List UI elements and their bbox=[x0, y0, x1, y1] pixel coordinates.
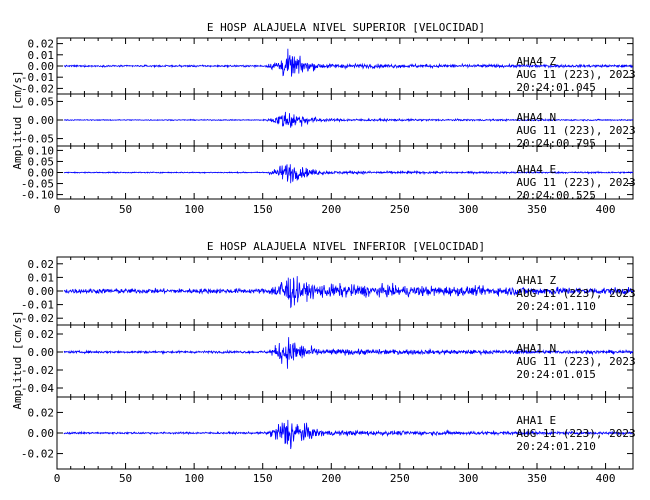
y-tick-label: 0.02 bbox=[28, 258, 55, 271]
y-tick-label: -0.02 bbox=[21, 82, 54, 95]
x-tick-label: 200 bbox=[321, 472, 341, 485]
x-tick-label: 0 bbox=[54, 203, 61, 216]
record-time-label: 20:24:00.525 bbox=[516, 189, 595, 202]
y-tick-label: 0.05 bbox=[28, 95, 55, 108]
y-tick-label: 0.05 bbox=[28, 155, 55, 168]
y-tick-label: -0.02 bbox=[21, 448, 54, 461]
station-component-label: AHA1 N bbox=[516, 342, 556, 355]
x-tick-label: 150 bbox=[253, 203, 273, 216]
x-tick-label: 200 bbox=[321, 203, 341, 216]
station-component-label: AHA1 Z bbox=[516, 274, 556, 287]
record-date-label: AUG 11 (223), 2023 bbox=[516, 287, 635, 300]
station-component-label: AHA4 Z bbox=[516, 55, 556, 68]
y-tick-label: -0.04 bbox=[21, 382, 54, 395]
y-tick-label: -0.05 bbox=[21, 178, 54, 191]
record-date-label: AUG 11 (223), 2023 bbox=[516, 124, 635, 137]
x-tick-label: 100 bbox=[184, 472, 204, 485]
record-time-label: 20:24:01.015 bbox=[516, 368, 595, 381]
chart-title-superior: E HOSP ALAJUELA NIVEL SUPERIOR [VELOCIDA… bbox=[207, 21, 485, 34]
x-tick-label: 400 bbox=[596, 203, 616, 216]
record-time-label: 20:24:01.110 bbox=[516, 300, 595, 313]
y-tick-label: 0.01 bbox=[28, 271, 55, 284]
x-tick-label: 0 bbox=[54, 472, 61, 485]
record-time-label: 20:24:00.795 bbox=[516, 137, 595, 150]
x-tick-label: 350 bbox=[527, 472, 547, 485]
record-date-label: AUG 11 (223), 2023 bbox=[516, 176, 635, 189]
y-tick-label: 0.00 bbox=[28, 167, 55, 180]
y-axis-label-superior: Amplitud [cm/s] bbox=[11, 70, 24, 169]
y-tick-label: -0.10 bbox=[21, 189, 54, 202]
waveform-aha1-n bbox=[63, 337, 634, 369]
x-tick-label: 50 bbox=[119, 203, 132, 216]
x-tick-label: 300 bbox=[458, 203, 478, 216]
y-tick-label: 0.02 bbox=[28, 328, 55, 341]
x-tick-label: 350 bbox=[527, 203, 547, 216]
waveform-aha4-z bbox=[63, 48, 634, 77]
record-time-label: 20:24:01.210 bbox=[516, 440, 595, 453]
record-date-label: AUG 11 (223), 2023 bbox=[516, 427, 635, 440]
y-tick-label: -0.02 bbox=[21, 312, 54, 325]
y-tick-label: 0.02 bbox=[28, 38, 55, 51]
station-component-label: AHA1 E bbox=[516, 414, 556, 427]
y-tick-label: 0.01 bbox=[28, 49, 55, 62]
x-tick-label: 50 bbox=[119, 472, 132, 485]
record-time-label: 20:24:01.045 bbox=[516, 81, 595, 94]
y-tick-label: 0.00 bbox=[28, 285, 55, 298]
y-tick-label: -0.05 bbox=[21, 133, 54, 146]
x-tick-label: 400 bbox=[596, 472, 616, 485]
x-tick-label: 300 bbox=[458, 472, 478, 485]
y-tick-label: -0.01 bbox=[21, 299, 54, 312]
record-date-label: AUG 11 (223), 2023 bbox=[516, 68, 635, 81]
station-component-label: AHA4 E bbox=[516, 163, 556, 176]
waveform-aha1-e bbox=[63, 419, 634, 450]
y-tick-label: 0.10 bbox=[28, 144, 55, 157]
chart-title-inferior: E HOSP ALAJUELA NIVEL INFERIOR [VELOCIDA… bbox=[207, 240, 485, 253]
x-tick-label: 250 bbox=[390, 203, 410, 216]
y-tick-label: 0.02 bbox=[28, 406, 55, 419]
station-component-label: AHA4 N bbox=[516, 111, 556, 124]
y-axis-label-inferior: Amplitud [cm/s] bbox=[11, 310, 24, 409]
waveform-aha4-n bbox=[63, 111, 634, 128]
y-tick-label: -0.02 bbox=[21, 364, 54, 377]
x-tick-label: 100 bbox=[184, 203, 204, 216]
y-tick-label: -0.01 bbox=[21, 71, 54, 84]
y-tick-label: 0.00 bbox=[28, 427, 55, 440]
x-tick-label: 250 bbox=[390, 472, 410, 485]
waveform-aha4-e bbox=[63, 164, 634, 184]
y-tick-label: 0.00 bbox=[28, 346, 55, 359]
y-tick-label: 0.00 bbox=[28, 114, 55, 127]
waveform-aha1-z bbox=[63, 276, 634, 309]
y-tick-label: 0.00 bbox=[28, 60, 55, 73]
record-date-label: AUG 11 (223), 2023 bbox=[516, 355, 635, 368]
x-tick-label: 150 bbox=[253, 472, 273, 485]
